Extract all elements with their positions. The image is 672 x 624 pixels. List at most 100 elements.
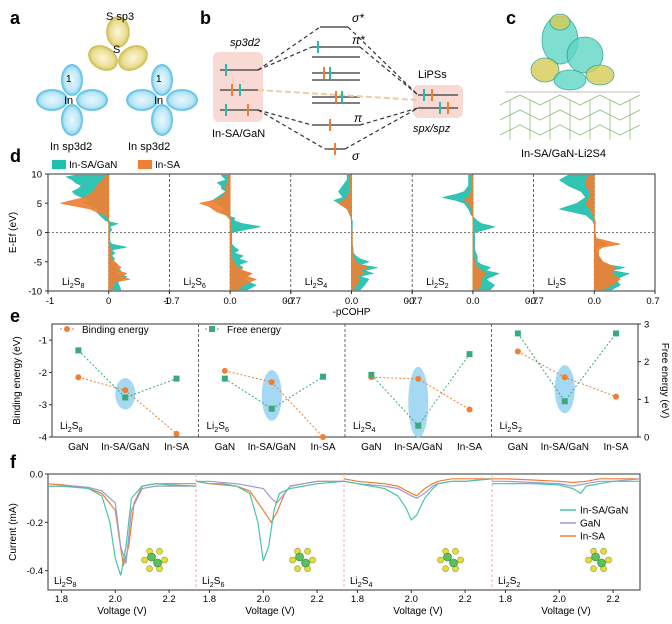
free-energy-point: [561, 398, 568, 405]
cv-line-gan: [48, 485, 196, 564]
lattice-structure: [499, 91, 641, 140]
subplot-label: Li2​S8​: [60, 421, 82, 434]
binding-energy-point: [613, 393, 620, 400]
panel-a: a S sp3 S In 1 In sp3d2 In 1 In sp3d2: [10, 8, 198, 153]
y-tick-label: -0.4: [27, 566, 43, 577]
cv-line-in-sa: [195, 480, 344, 524]
in-lobe: [126, 89, 158, 111]
x-tick-label: -0.7: [527, 296, 543, 307]
category-label: In-SA: [311, 442, 336, 453]
s-lobe: [88, 45, 118, 71]
free-energy-point: [122, 394, 129, 401]
cv-line-in-sa-gan: [48, 483, 197, 576]
x-tick-label: 2.0: [405, 594, 418, 605]
x-tick-label: 0.7: [404, 296, 417, 307]
subplot-label: Li2​S6​: [202, 576, 224, 589]
pcohp-area-in-sa: [198, 174, 257, 291]
pi-star-label: π*: [352, 33, 365, 47]
y-axis-label: E-Ef (eV): [8, 212, 19, 253]
panel-c: c In-SA/GaN-Li2S4: [499, 8, 641, 160]
subplot-label: Li2​S8​: [54, 576, 76, 589]
x-tick-label: -0.7: [285, 296, 301, 307]
panel-label: a: [10, 8, 21, 28]
subplot-label: Li2​S2​: [500, 421, 522, 434]
binding-energy-point: [221, 367, 228, 374]
molecule-icon: [141, 548, 168, 572]
subplot-label: Li2​S2​: [426, 277, 448, 290]
subplot-label: Li2​S4​: [350, 576, 372, 589]
sulfur-atom: [605, 556, 612, 564]
free-energy-point: [268, 405, 275, 412]
cv-line-in-sa: [492, 478, 640, 484]
category-label: GaN: [215, 442, 236, 453]
lithium-atom: [301, 558, 310, 568]
y-tick-label: 10: [31, 170, 42, 181]
y-tick-label: -1: [39, 336, 47, 347]
panel-label: f: [10, 452, 17, 472]
s-atom-label: S: [113, 44, 120, 56]
sulfur-atom: [457, 556, 464, 564]
in-lobe: [61, 104, 83, 136]
x-tick-label: 0.0: [223, 296, 236, 307]
cv-line-in-sa-gan: [343, 478, 493, 521]
s-orbital-lobes: [88, 16, 148, 71]
lithium-atom: [443, 552, 452, 562]
highlight-ellipse: [115, 378, 136, 410]
legend-label: Binding energy: [82, 325, 149, 336]
b-dashed-orange: [257, 89, 419, 101]
sulfur-atom: [442, 565, 449, 572]
x-tick-label: 0.7: [525, 296, 538, 307]
x-tick-label: 0.0: [588, 296, 601, 307]
sulfur-atom: [156, 548, 163, 555]
in-lobe: [166, 89, 198, 111]
sulfur-atom: [600, 548, 607, 555]
x-tick-label: 0.0: [466, 296, 479, 307]
chart-e-energies: -1 -2 -3 -4 0 1 2 3 Binding energy (eV) Free ener…: [12, 320, 670, 454]
y-tick-label: -0.2: [27, 518, 43, 529]
subplot-label: Li2​S4​: [305, 277, 327, 290]
binding-energy-point: [415, 375, 422, 382]
y-tick-label: -3: [39, 400, 47, 411]
sulfur-atom: [294, 565, 301, 572]
lithium-atom: [147, 552, 156, 562]
in-lobe: [151, 64, 173, 96]
sigma-label: σ: [352, 149, 360, 163]
cv-line-in-sa-gan: [492, 480, 640, 495]
x-tick-label: 2.2: [606, 594, 619, 605]
y-tick-label: -5: [34, 257, 42, 268]
molecule-icon: [585, 548, 612, 572]
legend-label: In-SA: [580, 532, 605, 543]
free-energy-point: [368, 371, 375, 378]
category-label: In-SA/GaN: [248, 442, 296, 453]
free-energy-point: [415, 422, 422, 429]
x-tick-label: 2.2: [162, 594, 175, 605]
subplot-label: Li2​S: [548, 277, 567, 290]
in-lobe: [151, 104, 173, 136]
y-tick-label: 0: [37, 228, 42, 239]
sulfur-atom: [452, 548, 459, 555]
sulfur-atom: [437, 556, 444, 564]
category-label: In-SA/GaN: [394, 442, 442, 453]
binding-energy-point: [561, 374, 568, 381]
y2-tick-label: 3: [644, 320, 649, 331]
in-atom-left: [36, 64, 108, 136]
x-tick-label: 1: [165, 296, 170, 307]
free-energy-point: [173, 375, 180, 382]
highlight-ellipse: [261, 370, 282, 421]
category-label: GaN: [361, 442, 382, 453]
x-tick-label: 2.0: [109, 594, 122, 605]
sulfur-atom: [161, 556, 168, 564]
in-orbital-caption-left: In sp3d2: [50, 141, 92, 153]
x-tick-label: 0.7: [646, 296, 659, 307]
in-orbital-caption-right: In sp3d2: [128, 141, 170, 153]
in-lobe: [36, 89, 68, 111]
sulfur-atom: [141, 556, 148, 564]
subplot-label: Li2​S8​: [62, 277, 84, 290]
x-tick-label: 2.2: [310, 594, 323, 605]
category-label: In-SA: [457, 442, 482, 453]
sulfur-atom: [309, 556, 316, 564]
x-tick-label: 1.8: [55, 594, 68, 605]
x-axis-label: -pCOHP: [333, 307, 371, 318]
pcohp-area-in-sa: [463, 174, 487, 291]
